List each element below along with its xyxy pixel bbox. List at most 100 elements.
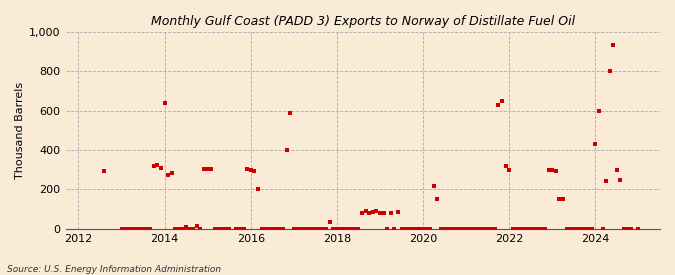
Point [529,226,540,231]
Point [514,226,525,231]
Point [432,197,443,201]
Point [177,226,188,231]
Point [525,226,536,231]
Point [119,226,130,231]
Point [245,167,256,172]
Point [274,226,285,231]
Point [497,98,508,103]
Point [242,166,252,171]
Point [489,226,500,231]
Point [303,226,314,231]
Point [364,211,375,215]
Point [558,197,568,201]
Point [464,226,475,231]
Point [163,172,173,177]
Point [335,226,346,231]
Point [393,210,404,214]
Point [371,209,382,213]
Point [288,226,299,231]
Point [310,226,321,231]
Point [587,226,597,231]
Point [317,226,328,231]
Point [235,226,246,231]
Point [170,226,181,231]
Point [134,226,145,231]
Point [551,168,562,173]
Point [568,226,579,231]
Point [536,226,547,231]
Point [583,226,593,231]
Point [597,226,608,231]
Point [554,197,565,201]
Point [342,226,353,231]
Point [173,226,184,231]
Point [400,226,410,231]
Point [231,226,242,231]
Point [382,226,393,231]
Point [277,226,288,231]
Point [378,211,389,215]
Point [601,179,612,184]
Point [533,226,543,231]
Point [181,224,192,229]
Point [572,226,583,231]
Point [579,226,590,231]
Point [184,226,195,231]
Point [281,148,292,152]
Point [414,226,425,231]
Point [267,226,277,231]
Point [285,110,296,115]
Point [522,226,533,231]
Point [604,69,615,73]
Point [116,226,127,231]
Point [590,142,601,146]
Point [209,226,220,231]
Point [576,226,587,231]
Point [127,226,138,231]
Point [263,226,274,231]
Point [346,226,356,231]
Point [188,226,198,231]
Point [468,226,479,231]
Point [565,226,576,231]
Point [356,211,367,215]
Point [299,226,310,231]
Point [407,226,418,231]
Text: Source: U.S. Energy Information Administration: Source: U.S. Energy Information Administ… [7,265,221,274]
Point [483,226,493,231]
Point [518,226,529,231]
Point [156,166,167,170]
Point [331,226,342,231]
Point [306,226,317,231]
Point [167,170,178,175]
Point [260,226,271,231]
Y-axis label: Thousand Barrels: Thousand Barrels [15,82,25,179]
Point [328,226,339,231]
Point [486,226,497,231]
Point [375,211,385,215]
Point [389,226,400,231]
Point [543,167,554,172]
Point [141,226,152,231]
Point [195,226,206,231]
Point [252,187,263,191]
Point [454,226,464,231]
Point [461,226,472,231]
Point [457,226,468,231]
Point [615,178,626,183]
Point [159,101,170,105]
Point [271,226,281,231]
Point [540,226,551,231]
Point [446,226,457,231]
Point [608,43,619,47]
Point [511,226,522,231]
Point [198,166,209,171]
Point [547,167,558,172]
Point [493,103,504,107]
Point [353,226,364,231]
Point [256,226,267,231]
Point [443,226,454,231]
Point [130,226,141,231]
Point [339,226,350,231]
Point [98,168,109,173]
